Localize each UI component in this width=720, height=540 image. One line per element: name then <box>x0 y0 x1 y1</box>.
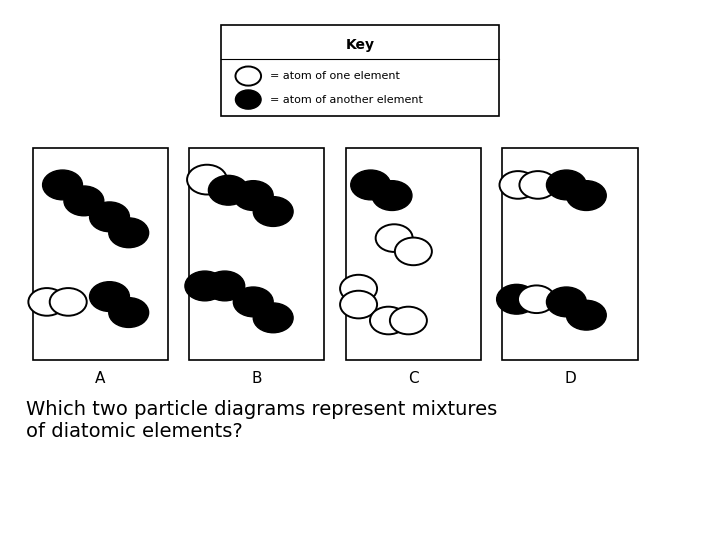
Circle shape <box>89 282 130 312</box>
FancyBboxPatch shape <box>503 148 637 360</box>
Circle shape <box>395 238 432 265</box>
Circle shape <box>500 171 536 199</box>
Text: C: C <box>408 372 419 387</box>
Circle shape <box>89 202 130 232</box>
Circle shape <box>235 66 261 86</box>
Circle shape <box>519 171 557 199</box>
FancyBboxPatch shape <box>32 148 168 360</box>
Circle shape <box>518 286 555 313</box>
Text: = atom of another element: = atom of another element <box>269 94 423 105</box>
Text: D: D <box>564 372 576 387</box>
Circle shape <box>233 287 273 317</box>
Circle shape <box>567 300 606 330</box>
Circle shape <box>205 271 245 301</box>
Circle shape <box>185 271 225 301</box>
Circle shape <box>50 288 86 316</box>
Text: Which two particle diagrams represent mixtures
of diatomic elements?: Which two particle diagrams represent mi… <box>25 400 497 441</box>
Circle shape <box>340 291 377 319</box>
Circle shape <box>253 303 293 333</box>
Circle shape <box>546 170 586 200</box>
Circle shape <box>233 181 273 211</box>
FancyBboxPatch shape <box>189 148 325 360</box>
Text: = atom of one element: = atom of one element <box>269 71 400 81</box>
Circle shape <box>208 176 248 205</box>
Circle shape <box>42 170 83 200</box>
FancyBboxPatch shape <box>346 148 481 360</box>
Circle shape <box>390 307 427 334</box>
Circle shape <box>376 224 413 252</box>
Circle shape <box>340 275 377 302</box>
Text: B: B <box>251 372 262 387</box>
Circle shape <box>28 288 66 316</box>
Circle shape <box>372 181 412 211</box>
Circle shape <box>370 307 407 334</box>
Circle shape <box>235 90 261 109</box>
Circle shape <box>497 285 536 314</box>
Circle shape <box>546 287 586 317</box>
Circle shape <box>109 218 148 248</box>
Circle shape <box>64 186 104 216</box>
Circle shape <box>351 170 391 200</box>
Circle shape <box>109 298 148 327</box>
Text: Key: Key <box>346 38 374 52</box>
FancyBboxPatch shape <box>221 25 499 116</box>
Circle shape <box>187 165 227 194</box>
Text: A: A <box>95 372 105 387</box>
Circle shape <box>567 181 606 211</box>
Circle shape <box>253 197 293 226</box>
